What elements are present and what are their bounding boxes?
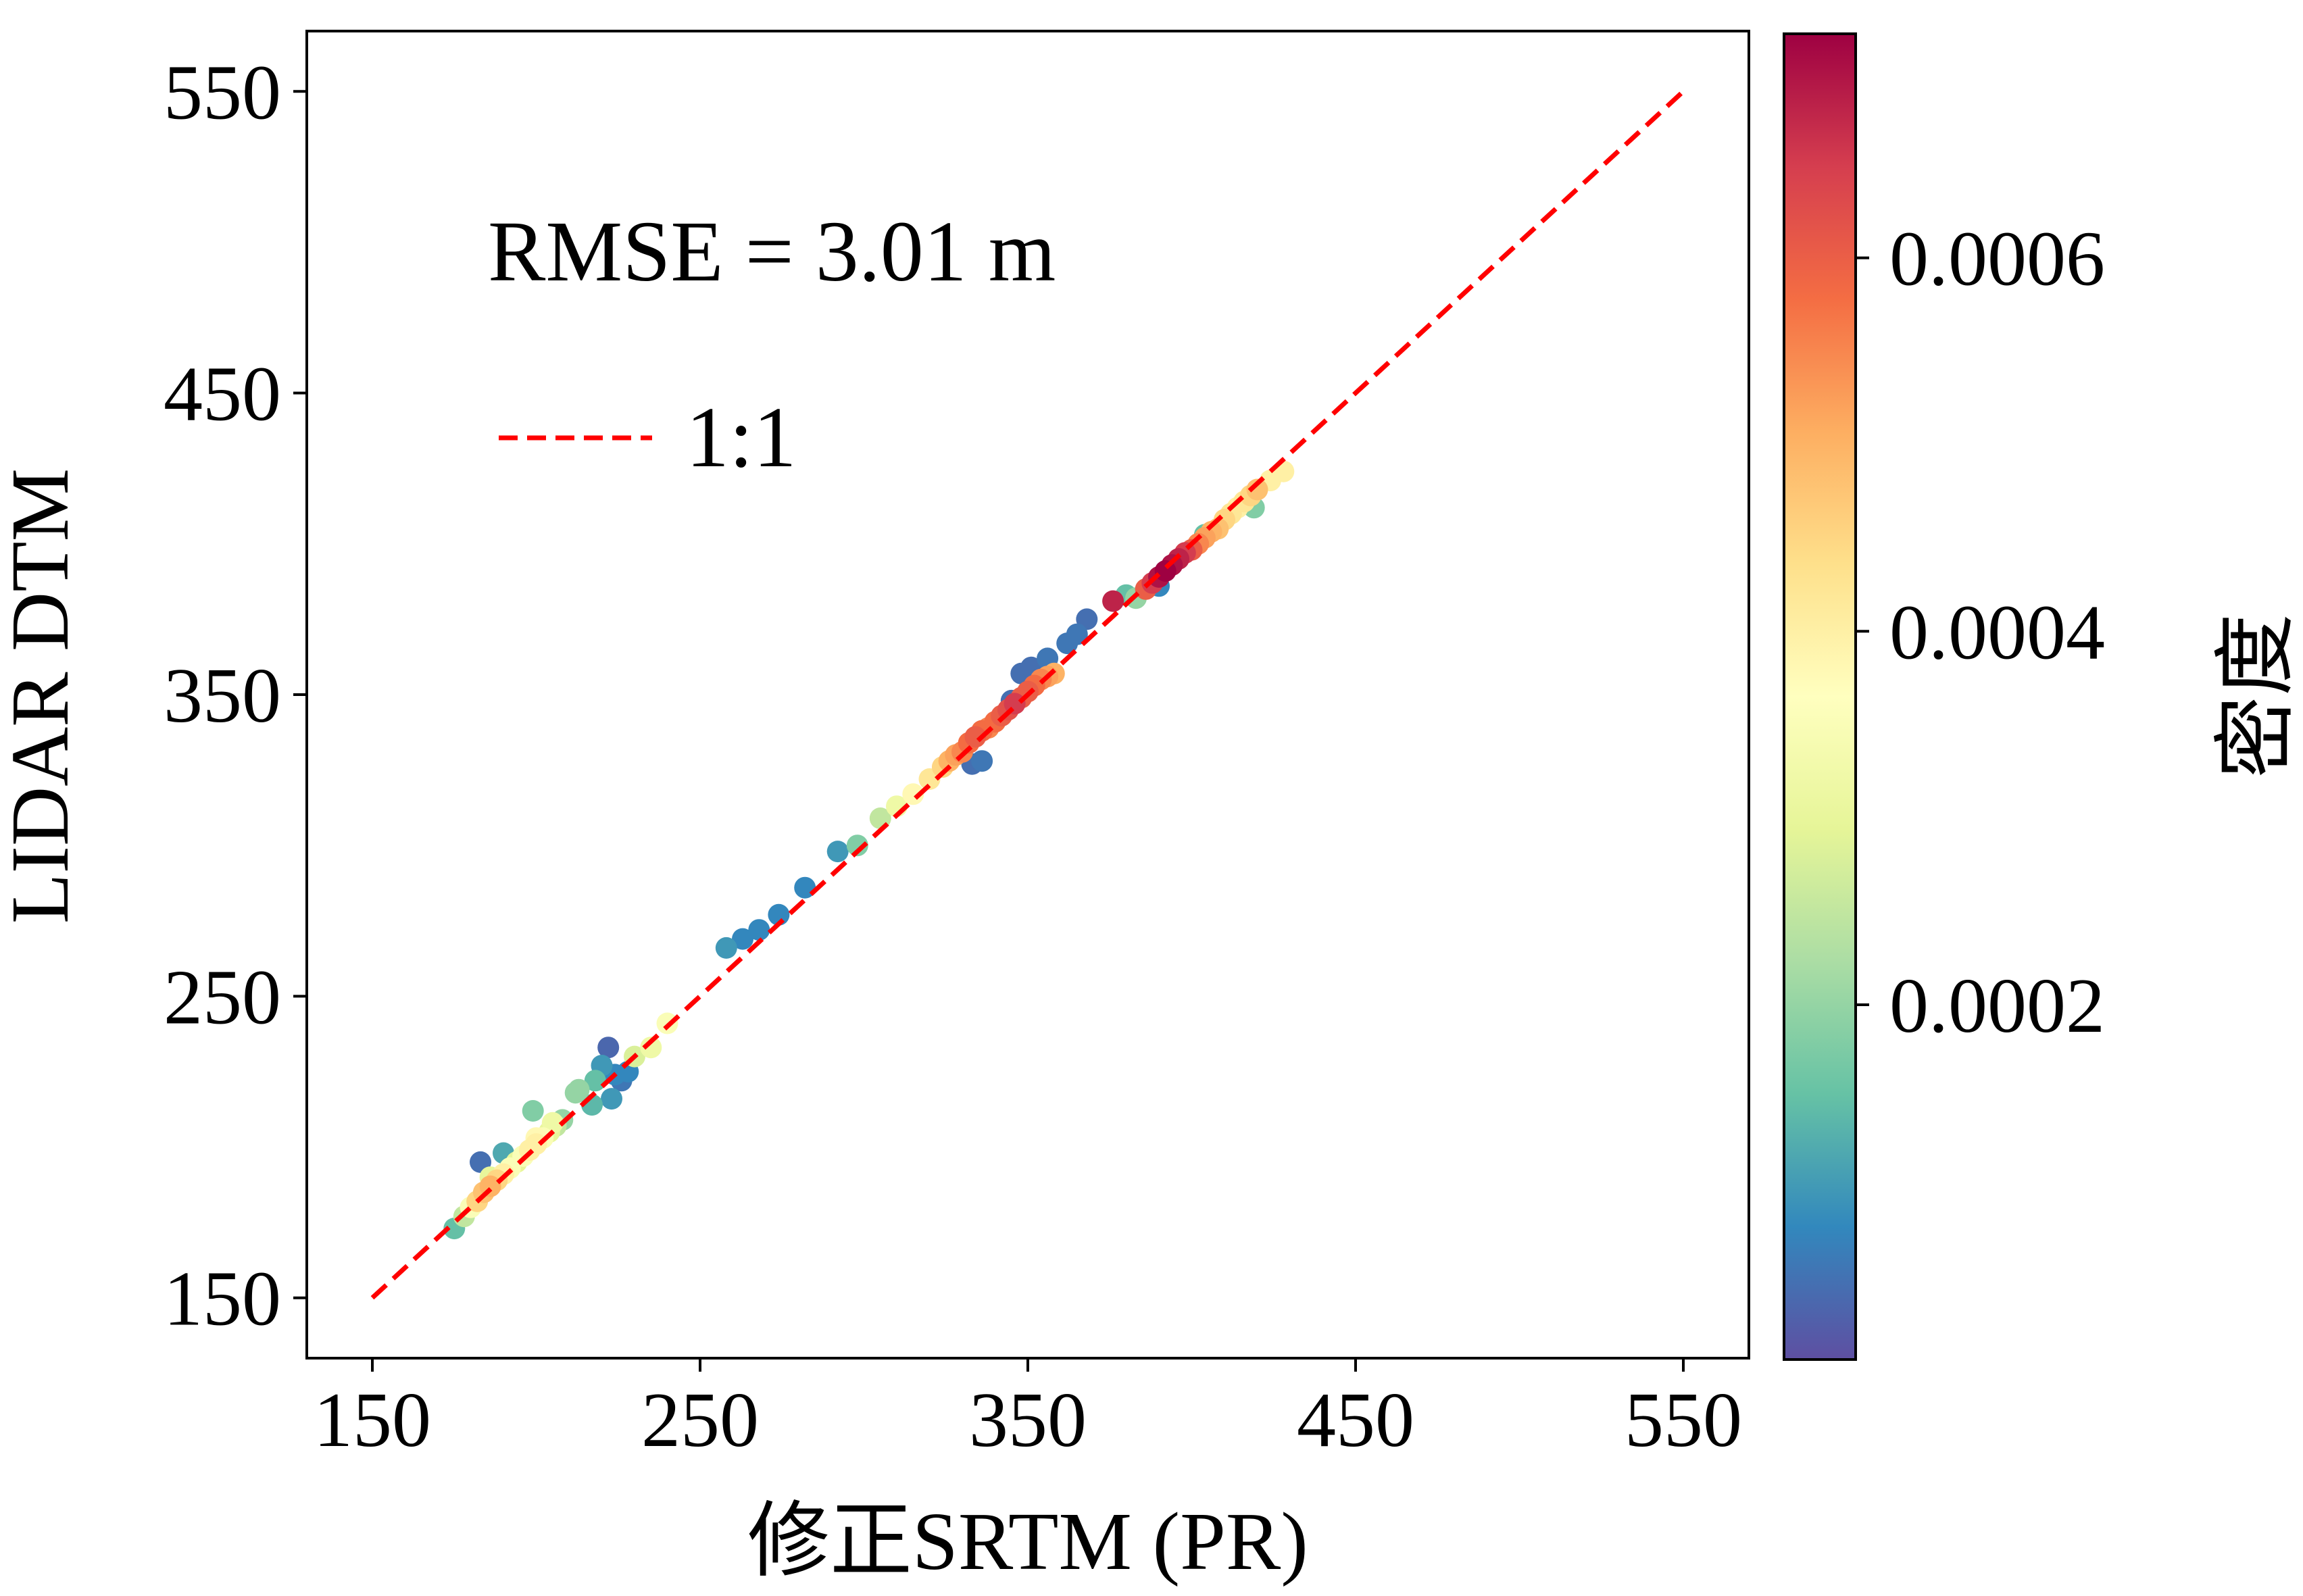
y-axis-title: LIDAR DTM — [0, 468, 86, 924]
x-axis-title: 修正SRTM (PR) — [747, 1496, 1308, 1587]
x-tick-label: 550 — [1625, 1377, 1742, 1464]
colorbar — [1783, 32, 1857, 1361]
scatter-point — [732, 928, 753, 950]
colorbar-label: 密度 — [2211, 614, 2302, 778]
scatter-point — [1066, 623, 1088, 645]
scatter-point — [748, 919, 770, 941]
scatter-point — [715, 937, 737, 959]
y-tick-label: 250 — [164, 954, 281, 1041]
rmse-annotation: RMSE = 3.01 m — [488, 203, 1056, 299]
scatter-point — [584, 1070, 606, 1092]
x-axis-ticks: 150 250 350 450 550 — [314, 1358, 1742, 1464]
colorbar-ticks: 0.0002 0.0004 0.0006 — [1856, 216, 2105, 1049]
scatter-point — [568, 1078, 590, 1101]
scatter-point — [964, 726, 987, 748]
legend: 1:1 — [499, 389, 797, 485]
colorbar-tick-label: 0.0002 — [1889, 963, 2105, 1049]
scatter-point — [902, 783, 924, 805]
legend-label: 1:1 — [686, 389, 797, 485]
scatter-point — [522, 1100, 544, 1122]
scatter-point — [768, 903, 790, 926]
y-tick-label: 550 — [164, 49, 281, 136]
y-tick-label: 150 — [164, 1256, 281, 1343]
scatter-point — [640, 1037, 662, 1059]
scatter-point — [846, 834, 868, 857]
y-tick-label: 350 — [164, 653, 281, 739]
x-tick-label: 250 — [641, 1377, 759, 1464]
colorbar-tick-label: 0.0006 — [1889, 216, 2105, 303]
scatter-points — [443, 460, 1295, 1240]
x-tick-label: 350 — [969, 1377, 1087, 1464]
x-tick-label: 450 — [1297, 1377, 1414, 1464]
scatter-point — [1246, 478, 1268, 501]
scatter-point — [597, 1037, 620, 1059]
one-to-one-reference-line — [370, 89, 1685, 1300]
x-tick-label: 150 — [314, 1377, 431, 1464]
scatter-point — [1102, 590, 1124, 612]
scatter-point — [971, 750, 993, 772]
colorbar-tick-label: 0.0004 — [1889, 589, 2105, 676]
y-axis-ticks: 150 250 350 450 550 — [164, 49, 307, 1343]
scatter-point — [826, 841, 849, 863]
y-tick-label: 450 — [164, 351, 281, 438]
scatter-point — [601, 1088, 622, 1110]
